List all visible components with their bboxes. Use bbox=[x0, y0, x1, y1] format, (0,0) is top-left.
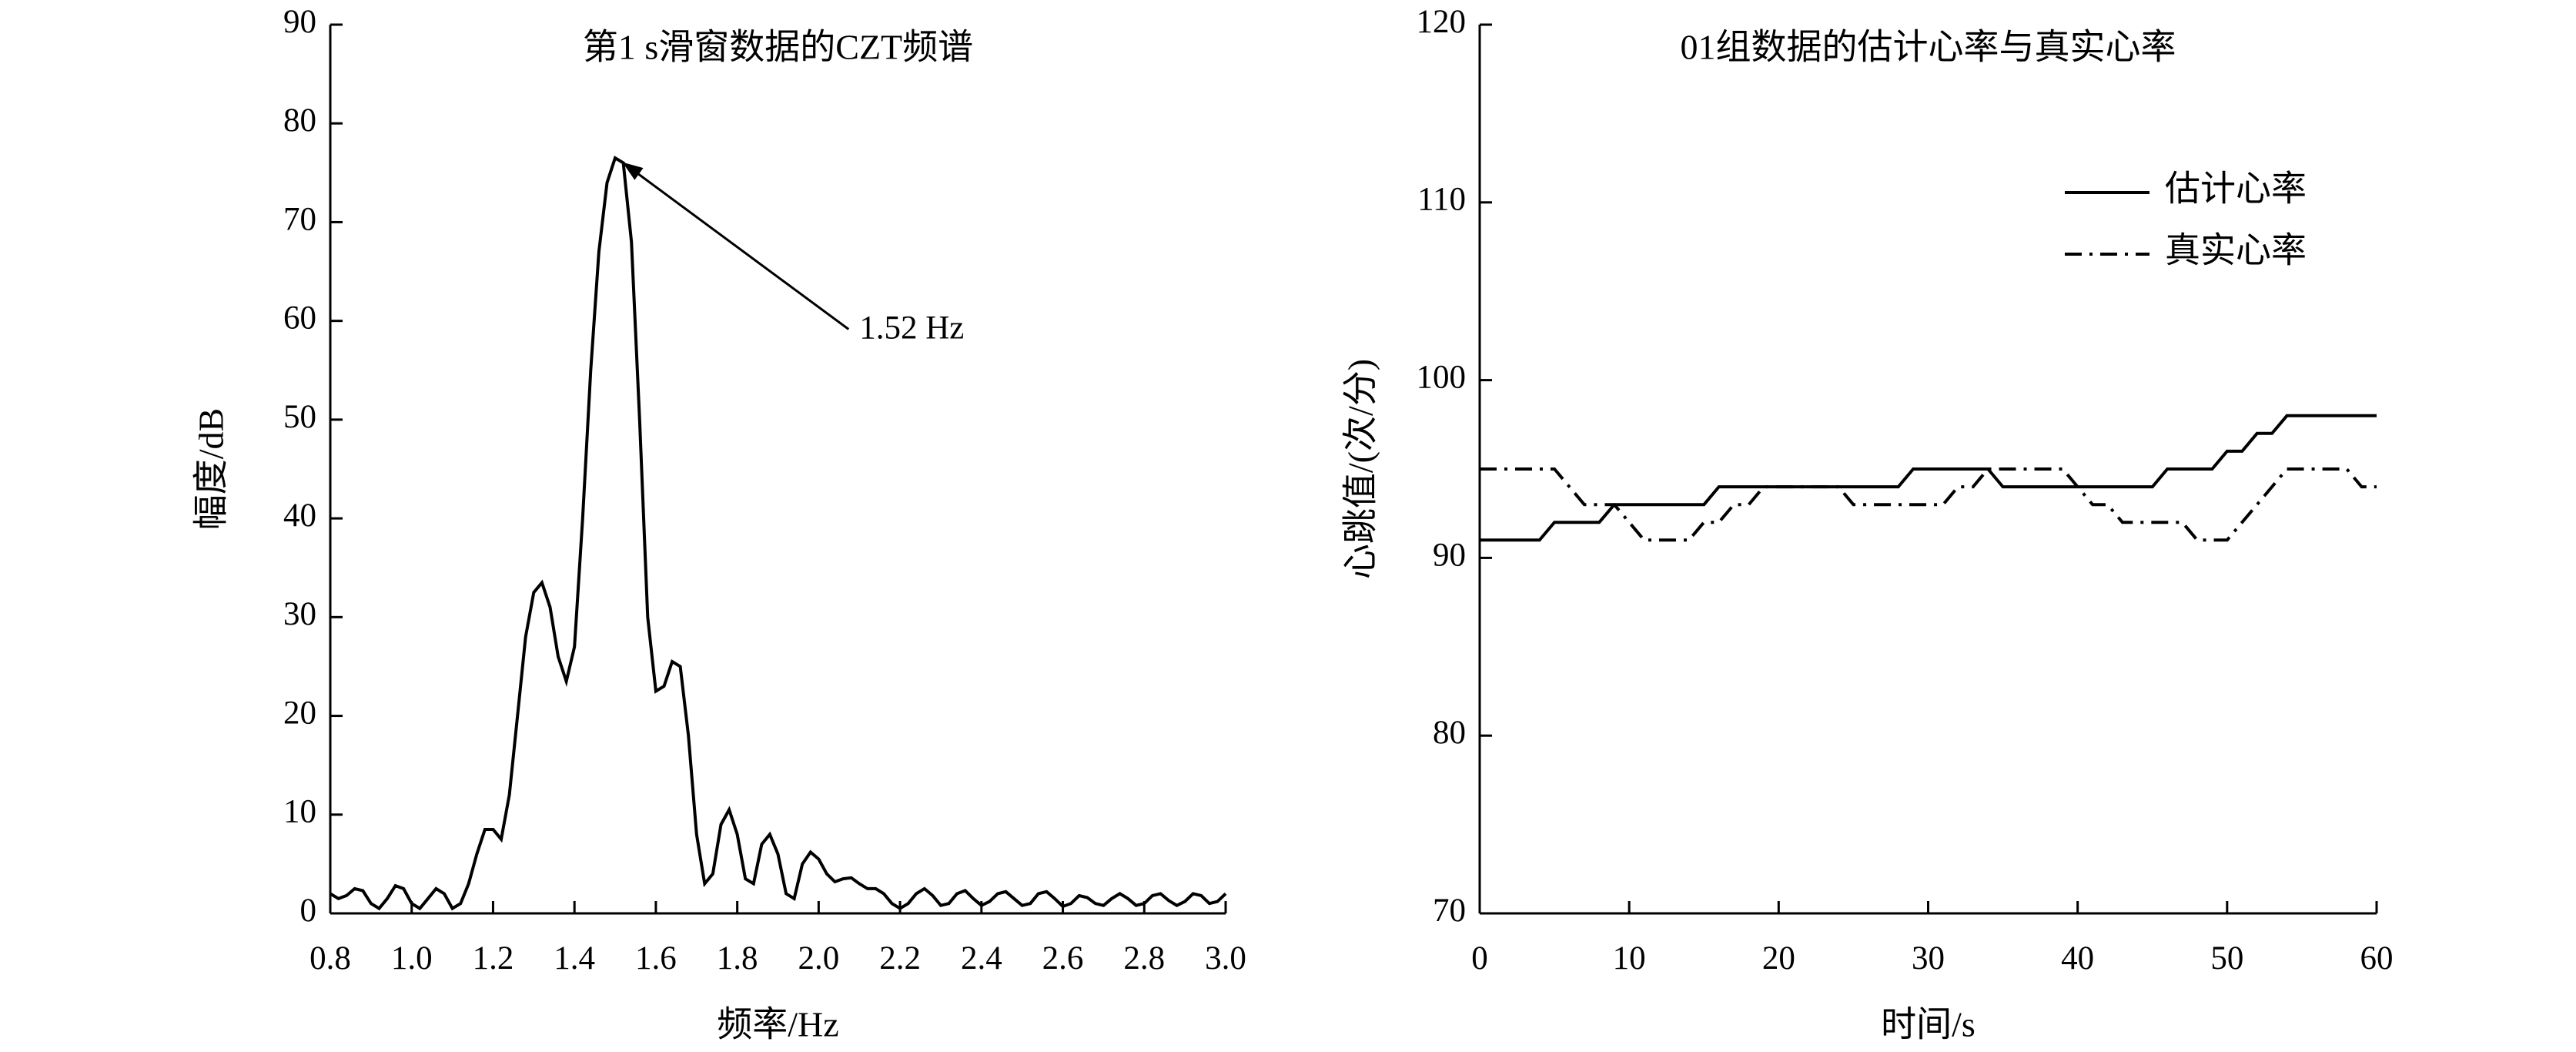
y-tick-label: 90 bbox=[283, 4, 316, 40]
x-tick-label: 1.6 bbox=[635, 940, 677, 977]
x-tick-label: 2.4 bbox=[961, 940, 1002, 977]
x-tick-label: 0 bbox=[1471, 940, 1488, 977]
x-tick-label: 2.0 bbox=[798, 940, 839, 977]
x-axis-label: 频率/Hz bbox=[717, 1005, 838, 1044]
x-tick-label: 1.0 bbox=[391, 940, 433, 977]
x-tick-label: 2.8 bbox=[1123, 940, 1165, 977]
x-tick-label: 3.0 bbox=[1205, 940, 1246, 977]
x-tick-label: 2.6 bbox=[1042, 940, 1084, 977]
x-tick-label: 50 bbox=[2210, 940, 2243, 977]
y-tick-label: 30 bbox=[283, 596, 316, 632]
legend-label: 估计心率 bbox=[2165, 169, 2307, 209]
y-tick-label: 70 bbox=[1433, 893, 1466, 929]
chart-title: 第1 s滑窗数据的CZT频谱 bbox=[583, 28, 973, 67]
y-tick-label: 40 bbox=[283, 498, 316, 534]
data-line bbox=[1480, 414, 2377, 542]
x-tick-label: 20 bbox=[1762, 940, 1795, 977]
y-tick-label: 120 bbox=[1417, 4, 1467, 40]
y-tick-label: 80 bbox=[1433, 715, 1466, 751]
x-tick-label: 60 bbox=[2360, 940, 2394, 977]
annotation-arrow bbox=[622, 162, 850, 330]
x-axis-label: 时间/s bbox=[1881, 1005, 1975, 1044]
chart-title: 01组数据的估计心率与真实心率 bbox=[1681, 28, 2176, 67]
y-tick-label: 110 bbox=[1417, 182, 1466, 218]
data-line bbox=[1480, 467, 2377, 542]
x-tick-label: 0.8 bbox=[309, 940, 351, 977]
y-tick-label: 50 bbox=[283, 399, 316, 435]
x-tick-label: 2.2 bbox=[879, 940, 921, 977]
y-tick-label: 0 bbox=[300, 893, 317, 929]
y-tick-label: 10 bbox=[283, 794, 316, 830]
y-axis-label: 幅度/dB bbox=[192, 408, 231, 530]
y-tick-label: 70 bbox=[283, 201, 316, 237]
y-tick-label: 80 bbox=[283, 102, 316, 139]
legend-label: 真实心率 bbox=[2165, 231, 2307, 270]
x-tick-label: 1.2 bbox=[473, 940, 514, 977]
x-tick-label: 10 bbox=[1613, 940, 1646, 977]
y-tick-label: 60 bbox=[283, 300, 316, 337]
x-tick-label: 1.8 bbox=[717, 940, 758, 977]
y-tick-label: 20 bbox=[283, 695, 316, 731]
x-tick-label: 1.4 bbox=[554, 940, 595, 977]
y-axis-label: 心跳值/(次/分) bbox=[1341, 359, 1380, 579]
arrow-head bbox=[622, 162, 644, 180]
y-tick-label: 90 bbox=[1433, 537, 1466, 573]
y-tick-label: 100 bbox=[1417, 359, 1467, 395]
data-line bbox=[329, 156, 1227, 911]
x-tick-label: 30 bbox=[1912, 940, 1945, 977]
x-tick-label: 40 bbox=[2061, 940, 2094, 977]
annotation-text: 1.52 Hz bbox=[859, 310, 964, 346]
